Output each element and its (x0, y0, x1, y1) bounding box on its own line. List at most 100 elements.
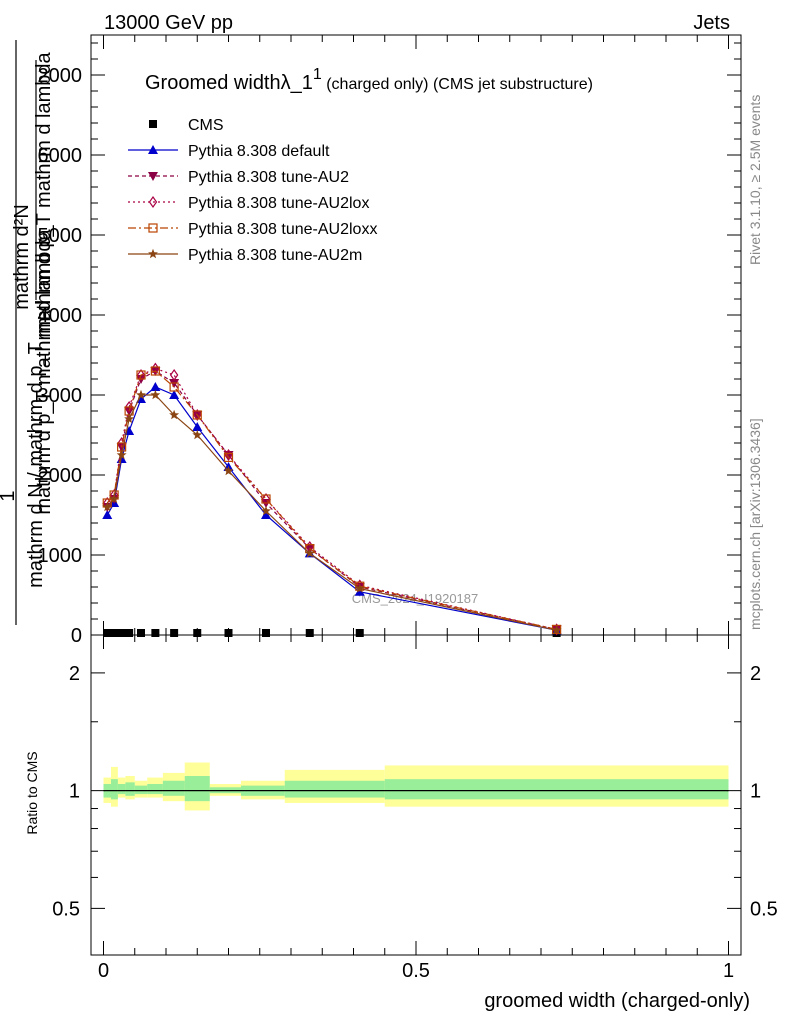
mcplots-label: mcplots.cern.ch [arXiv:1306.3436] (747, 418, 763, 630)
x-tick-labels: 0 0.5 1 (98, 960, 734, 982)
ratio-band-inner-7 (184, 776, 210, 802)
series-1 (102, 382, 562, 635)
data-point (169, 390, 180, 399)
data-point (116, 449, 127, 460)
main-title-text: Groomed widthλ_1 (145, 72, 313, 94)
y-label-prefactor: mathrm d N / mathrm d p_T (25, 342, 47, 588)
main-title-sup: 1 (313, 66, 322, 83)
rivet-label: Rivet 3.1.10, ≥ 2.5M events (747, 95, 763, 265)
main-y-tick-label: 1000 (38, 545, 83, 567)
main-y-tick-label: 6000 (38, 145, 83, 167)
axis-ticks (91, 35, 741, 955)
ratio-band-inner-10 (284, 780, 385, 798)
data-point (103, 629, 112, 637)
data-point (192, 410, 202, 420)
data-point (304, 548, 315, 558)
data-point (192, 422, 203, 431)
data-point (170, 629, 179, 637)
main-y-tick-labels: 0 1000 2000 3000 4000 5000 6000 2000 (38, 65, 83, 647)
data-point (137, 629, 145, 637)
ratio-band-inner-11 (384, 779, 729, 800)
data-point (169, 368, 179, 382)
data-point (136, 368, 146, 382)
legend-label-1: Pythia 8.308 default (188, 143, 330, 160)
ratio-band-inner-2 (117, 783, 126, 795)
main-y-tick-label: 0 (71, 625, 82, 647)
legend-label-0: CMS (188, 117, 224, 134)
x-tick-label: 1 (723, 960, 734, 982)
ratio-y-tick-label-right: 1 (750, 781, 761, 803)
ratio-y-label: Ratio to CMS (24, 751, 40, 834)
data-point (169, 382, 179, 392)
legend-marker-1 (148, 145, 158, 154)
data-point (124, 413, 135, 424)
data-point (262, 629, 270, 637)
data-point (125, 629, 134, 637)
x-axis-label: groomed width (charged-only) (484, 990, 750, 1012)
data-point (192, 429, 203, 440)
legend-label-2: Pythia 8.308 tune-AU2 (188, 169, 349, 186)
legend-marker-5 (148, 248, 158, 259)
header-left: 13000 GeV pp (104, 12, 233, 34)
data-point (110, 629, 119, 637)
legend-marker-3 (148, 195, 158, 209)
ratio-band-inner-4 (134, 785, 148, 795)
main-y-tick-label: 2000 (38, 465, 83, 487)
ratio-y-tick-labels: 0.5 0.5 1 1 2 2 (52, 663, 778, 920)
data-point (355, 629, 364, 637)
data-point (261, 505, 271, 516)
ratio-band-inner-5 (147, 783, 163, 795)
data-point (117, 629, 126, 637)
data-point (261, 492, 271, 506)
x-tick-label: 0 (98, 960, 109, 982)
data-point (150, 382, 161, 391)
series-line-1 (106, 386, 557, 631)
ratio-y-tick-label: 0.5 (52, 898, 80, 920)
series-4 (102, 366, 562, 635)
data-point (151, 629, 160, 637)
legend-marker-0 (149, 120, 157, 128)
data-point (169, 409, 180, 420)
ratio-y-tick-label-right: 0.5 (750, 898, 778, 920)
header-right: Jets (693, 12, 730, 34)
series-2 (102, 367, 562, 635)
ratio-bands (103, 762, 729, 811)
legend-marker-2 (148, 172, 158, 181)
ratio-band-inner-6 (162, 780, 185, 796)
data-point (136, 370, 146, 380)
data-point (552, 623, 561, 636)
main-y-tick-label: 2000 (38, 65, 83, 87)
data-point (224, 629, 233, 637)
data-point (193, 408, 202, 422)
data-point (223, 452, 234, 462)
main-title: Groomed widthλ_11 (charged only) (CMS je… (145, 66, 593, 94)
data-point (223, 465, 234, 476)
data-point (354, 583, 365, 593)
series-0 (103, 629, 561, 637)
data-point (102, 501, 113, 512)
x-tick-label: 0.5 (402, 960, 430, 982)
ratio-band-inner-3 (125, 782, 135, 796)
series-line-5 (106, 394, 557, 631)
legend-label-4: Pythia 8.308 tune-AU2loxx (188, 221, 377, 238)
y-label-denominator: mathrm d p_T mathrm d lambda (33, 51, 55, 337)
series-line-3 (106, 367, 557, 630)
ratio-y-tick-label-right: 2 (750, 663, 761, 685)
data-point (150, 389, 161, 400)
series-line-4 (106, 370, 557, 630)
main-y-tick-label: 3000 (38, 385, 83, 407)
data-point (109, 493, 120, 504)
series-3 (103, 362, 561, 636)
data-point (193, 629, 202, 637)
main-y-tick-label: 4000 (38, 305, 83, 327)
data-point (150, 366, 160, 376)
legend-label-3: Pythia 8.308 tune-AU2lox (188, 195, 369, 212)
data-point (305, 629, 314, 637)
data-point (102, 510, 113, 519)
legend-marker-4 (148, 223, 158, 233)
data-point (261, 494, 271, 504)
ratio-band-inner-1 (111, 779, 118, 800)
ratio-y-tick-label: 2 (69, 663, 80, 685)
data-point (261, 510, 271, 519)
